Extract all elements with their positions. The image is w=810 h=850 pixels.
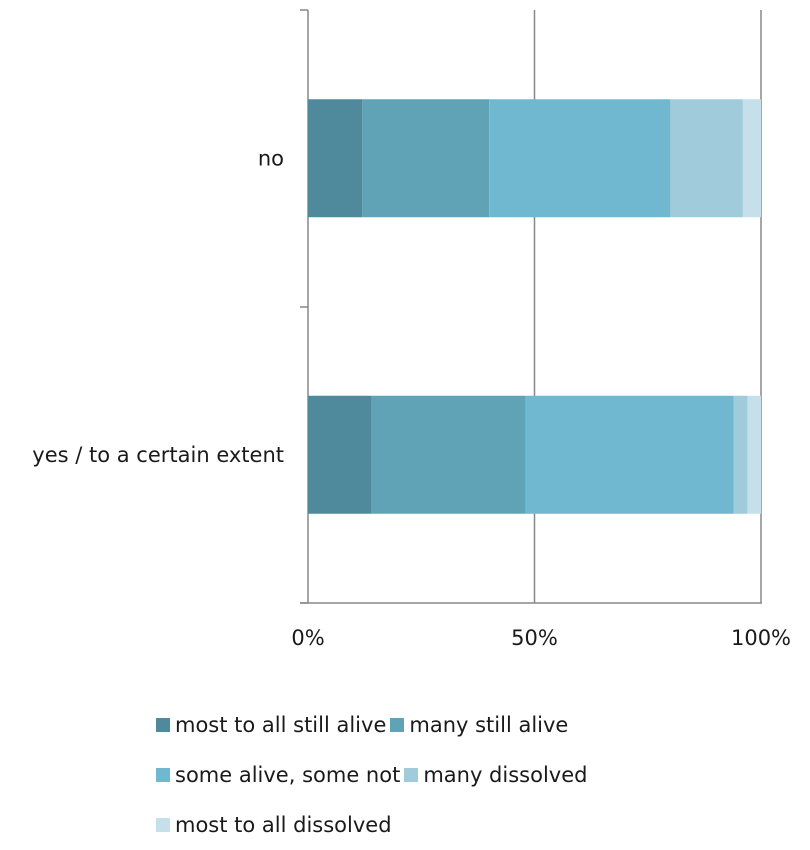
legend-row: most to all dissolved xyxy=(156,800,676,850)
bar-segment xyxy=(747,395,761,514)
category-label: no xyxy=(258,146,284,170)
bar-segment xyxy=(525,395,734,514)
legend-row: most to all still alive many still alive xyxy=(156,700,676,750)
x-tick-label: 100% xyxy=(731,626,791,650)
legend: most to all still alive many still alive… xyxy=(156,700,676,850)
bar-segment xyxy=(362,99,490,218)
legend-label: some alive, some not xyxy=(175,763,401,787)
legend-item: many dissolved xyxy=(404,763,587,787)
legend-item: most to all still alive xyxy=(156,713,386,737)
stacked-bar-chart: no yes / to a certain extent 0% 50% 100% xyxy=(32,9,791,650)
gridlines xyxy=(300,10,762,604)
legend-label: many still alive xyxy=(409,713,569,737)
x-tick-labels: 0% 50% 100% xyxy=(291,626,791,650)
bar-segment xyxy=(489,99,671,218)
legend-item: some alive, some not xyxy=(156,763,400,787)
legend-swatch xyxy=(390,718,405,732)
legend-item: many still alive xyxy=(390,713,568,737)
legend-label: many dissolved xyxy=(423,763,588,787)
bar-segment xyxy=(670,99,743,218)
bar-segment xyxy=(308,99,363,218)
bar-segment xyxy=(308,395,372,514)
bar-segment xyxy=(733,395,748,514)
legend-label: most to all still alive xyxy=(175,713,387,737)
category-labels: no yes / to a certain extent xyxy=(32,146,284,467)
category-label: yes / to a certain extent xyxy=(32,443,284,467)
legend-label: most to all dissolved xyxy=(175,813,392,837)
legend-item: most to all dissolved xyxy=(156,813,392,837)
bars xyxy=(308,99,761,514)
x-tick-label: 0% xyxy=(291,626,324,650)
bar-segment xyxy=(742,99,761,218)
bar-segment xyxy=(371,395,526,514)
legend-row: some alive, some not many dissolved xyxy=(156,750,676,800)
x-tick-label: 50% xyxy=(511,626,558,650)
legend-swatch xyxy=(156,818,170,832)
legend-swatch xyxy=(404,768,419,782)
legend-swatch xyxy=(156,768,170,782)
legend-swatch xyxy=(156,718,170,732)
